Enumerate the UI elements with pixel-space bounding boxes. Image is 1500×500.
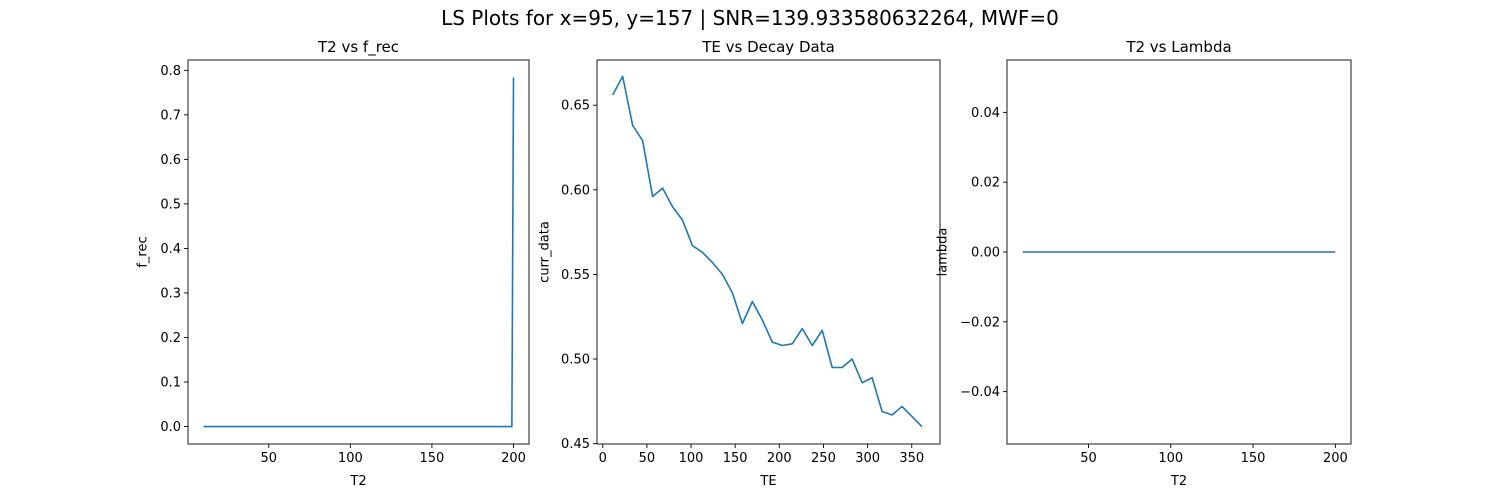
x-axis-label: TE [759,474,776,489]
x-tick-label: 250 [811,451,836,466]
series-line-0 [612,75,923,428]
x-tick-label: 150 [420,451,445,466]
x-tick-label: 150 [1241,451,1266,466]
subplot-t2-vs-frec: 50 100 150 200 0.0 0.1 0.2 0.3 0.4 0.5 0.6 0.7 0.8 T2… [136,38,530,489]
y-tick-label: 0.0 [160,420,181,435]
x-tick-label: 100 [338,451,363,466]
x-tick-label: 200 [767,451,792,466]
x-tick-label: 50 [639,451,656,466]
y-tick-label: 0.50 [561,353,590,368]
subplot-title: T2 vs f_rec [317,38,399,57]
x-tick-label: 350 [899,451,924,466]
x-tick-label: 0 [599,451,607,466]
subplot-title: TE vs Decay Data [701,38,835,56]
y-tick-label: 0.04 [971,106,1000,121]
y-axis-label: lambda [936,228,951,277]
y-tick-label: −0.04 [960,385,1000,400]
x-axis-label: T2 [349,474,366,489]
x-tick-label: 100 [1158,451,1183,466]
y-tick-label: 0.00 [971,246,1000,261]
x-tick-label: 200 [1323,451,1348,466]
figure-suptitle: LS Plots for x=95, y=157 | SNR=139.93358… [441,6,1059,30]
y-tick-label: 0.1 [160,376,181,391]
y-tick-label: 0.55 [561,268,590,283]
y-tick-label: 0.7 [160,108,181,123]
y-tick-label: 0.60 [561,183,590,198]
x-tick-label: 300 [855,451,880,466]
y-tick-label: −0.02 [960,315,1000,330]
axes-frame [187,59,530,445]
y-axis-label: f_rec [136,236,151,267]
x-tick-label: 50 [260,451,277,466]
y-tick-label: 0.45 [561,437,590,452]
x-tick-label: 150 [723,451,748,466]
x-tick-label: 200 [501,451,526,466]
y-tick-label: 0.2 [160,331,181,346]
x-tick-label: 100 [679,451,704,466]
series-line-0 [203,77,515,428]
x-axis-label: T2 [1170,474,1187,489]
y-tick-label: 0.6 [160,153,181,168]
subplot-title: T2 vs Lambda [1125,38,1231,56]
y-axis-label: curr_data [538,221,553,283]
subplot-te-vs-decay: 0 50 100 150 200 250 300 350 0.45 0.50 0.55 0.60 0.6… [538,38,941,489]
x-tick-label: 50 [1080,451,1097,466]
y-tick-label: 0.3 [160,286,181,301]
axes-frame [596,59,941,445]
y-tick-label: 0.65 [561,99,590,114]
y-tick-label: 0.02 [971,176,1000,191]
y-tick-label: 0.4 [160,242,181,257]
y-tick-label: 0.5 [160,197,181,212]
subplot-t2-vs-lambda: 50 100 150 200 −0.04 −0.02 0.00 0.02 0.04 T2 vs L… [936,38,1352,489]
y-tick-label: 0.8 [160,64,181,79]
